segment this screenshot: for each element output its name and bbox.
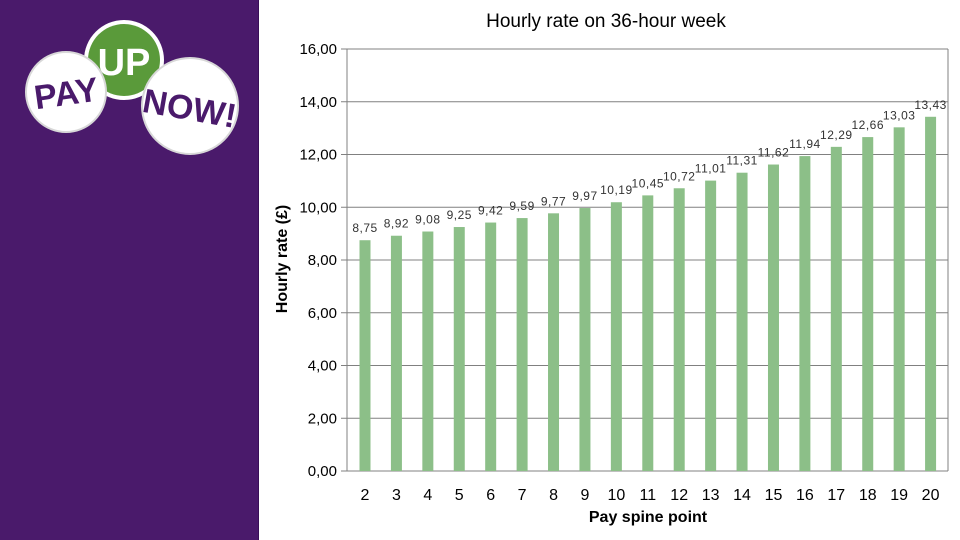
bar: [548, 213, 560, 471]
y-tick-label: 2,00: [308, 410, 337, 427]
bar: [642, 195, 654, 471]
data-label: 10,72: [663, 169, 696, 183]
bar: [705, 180, 717, 471]
bar: [453, 227, 465, 471]
y-tick-label: 10,00: [299, 199, 337, 216]
x-tick-label: 15: [765, 487, 783, 504]
data-label: 9,77: [541, 194, 566, 208]
bars: [359, 116, 937, 472]
bar: [422, 231, 434, 471]
data-label: 9,59: [509, 199, 534, 213]
bar: [799, 156, 811, 471]
bar-chart: Hourly rate on 36-hour week Hourly rate …: [274, 11, 949, 526]
y-axis-title: Hourly rate (£): [274, 205, 291, 313]
x-tick-label: 5: [455, 487, 464, 504]
x-tick-label: 4: [423, 487, 432, 504]
x-tick-label: 16: [796, 487, 814, 504]
x-tick-label: 3: [392, 487, 401, 504]
data-label: 8,92: [384, 217, 409, 231]
x-tick-label: 19: [890, 487, 908, 504]
logo-up-circle: [88, 24, 160, 96]
data-label: 9,97: [572, 189, 597, 203]
logo-up-text: UP: [98, 42, 151, 84]
x-tick-label: 11: [639, 487, 656, 504]
data-label: 8,75: [352, 221, 377, 235]
logo-pay-text: PAY: [32, 71, 101, 118]
bar: [893, 127, 905, 472]
y-tick-label: 14,00: [299, 94, 337, 111]
x-tick-label: 13: [702, 487, 720, 504]
bar: [767, 164, 779, 471]
data-label: 11,31: [726, 154, 758, 168]
bar: [485, 222, 497, 471]
x-tick-label: 18: [859, 487, 877, 504]
data-label: 11,01: [695, 162, 727, 176]
data-label: 9,08: [415, 213, 440, 227]
y-tick-label: 6,00: [308, 305, 337, 322]
data-label: 12,29: [820, 128, 853, 142]
bar: [673, 188, 685, 471]
data-label: 9,25: [447, 208, 472, 222]
x-tick-label: 2: [361, 487, 370, 504]
logo-pay-circle: [25, 51, 107, 133]
y-tick-labels: 0,00 2,00 4,00 6,00 8,00 10,00 12,00 14,00 16,00: [299, 41, 337, 480]
data-label: 13,43: [914, 98, 947, 112]
data-label: 12,66: [851, 118, 884, 132]
x-tick-label: 14: [733, 487, 751, 504]
data-label: 10,45: [632, 176, 665, 190]
y-tick-label: 0,00: [308, 463, 337, 480]
y-tick-label: 12,00: [299, 147, 337, 164]
sidebar-panel: UP PAY NOW!: [0, 0, 259, 540]
x-tick-label: 12: [670, 487, 688, 504]
bar: [925, 116, 937, 471]
data-label: 13,03: [883, 108, 916, 122]
x-axis-title: Pay spine point: [589, 509, 708, 526]
x-tick-label: 9: [580, 487, 589, 504]
x-tick-label: 6: [486, 487, 495, 504]
bar: [359, 240, 371, 471]
x-tick-label: 20: [922, 487, 940, 504]
bar: [516, 218, 528, 471]
bar: [390, 235, 402, 471]
chart-title: Hourly rate on 36-hour week: [486, 11, 726, 32]
pay-up-now-logo: UP PAY NOW!: [25, 20, 239, 155]
x-tick-label: 17: [827, 487, 845, 504]
data-labels: 8,75 8,92 9,08 9,25 9,42 9,59 9,77 9,97 10,1910,…: [352, 98, 947, 235]
bar: [862, 137, 874, 471]
y-tick-label: 16,00: [299, 41, 337, 58]
bar: [830, 146, 842, 471]
bar: [736, 172, 748, 472]
data-label: 9,42: [478, 204, 503, 218]
x-tick-labels: 2 3 4 5 6 7 8 9 10 11 12 13 14 15 16 17 18 19 20: [361, 487, 940, 504]
x-tick-label: 10: [607, 487, 625, 504]
data-label: 11,94: [789, 137, 821, 151]
logo-now-circle: [141, 57, 239, 155]
x-tick-label: 7: [518, 487, 527, 504]
data-label: 11,62: [758, 146, 790, 160]
y-tick-label: 8,00: [308, 252, 337, 269]
bar: [610, 202, 622, 471]
data-label: 10,19: [600, 183, 633, 197]
bar: [579, 208, 591, 471]
x-tick-label: 8: [549, 487, 558, 504]
y-tick-label: 4,00: [308, 358, 337, 375]
